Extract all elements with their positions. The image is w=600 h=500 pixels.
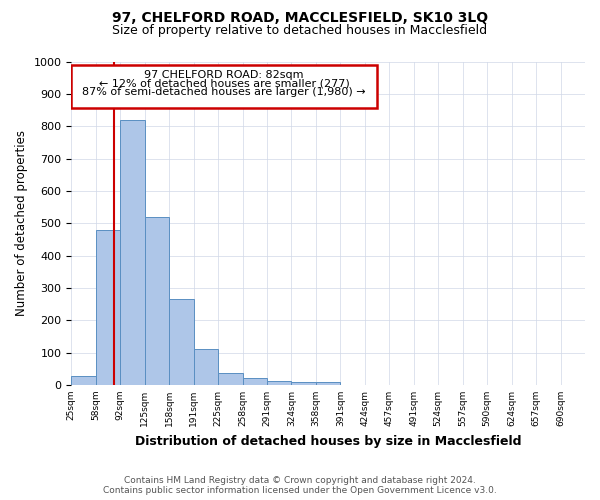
FancyBboxPatch shape	[71, 64, 377, 108]
Text: 87% of semi-detached houses are larger (1,980) →: 87% of semi-detached houses are larger (…	[82, 88, 366, 98]
Bar	[169, 299, 194, 385]
Y-axis label: Number of detached properties: Number of detached properties	[15, 130, 28, 316]
Bar	[145, 216, 169, 385]
Text: ← 12% of detached houses are smaller (277): ← 12% of detached houses are smaller (27…	[99, 78, 350, 88]
Bar	[96, 230, 120, 385]
Text: Contains public sector information licensed under the Open Government Licence v3: Contains public sector information licen…	[103, 486, 497, 495]
Text: 97 CHELFORD ROAD: 82sqm: 97 CHELFORD ROAD: 82sqm	[145, 70, 304, 80]
Bar	[242, 378, 267, 385]
X-axis label: Distribution of detached houses by size in Macclesfield: Distribution of detached houses by size …	[135, 434, 521, 448]
Bar	[316, 382, 340, 385]
Bar	[292, 382, 316, 385]
Text: Contains HM Land Registry data © Crown copyright and database right 2024.: Contains HM Land Registry data © Crown c…	[124, 476, 476, 485]
Bar	[218, 372, 242, 385]
Bar	[71, 376, 96, 385]
Text: Size of property relative to detached houses in Macclesfield: Size of property relative to detached ho…	[112, 24, 488, 37]
Bar	[194, 350, 218, 385]
Text: 97, CHELFORD ROAD, MACCLESFIELD, SK10 3LQ: 97, CHELFORD ROAD, MACCLESFIELD, SK10 3L…	[112, 11, 488, 25]
Bar	[120, 120, 145, 385]
Bar	[267, 381, 292, 385]
